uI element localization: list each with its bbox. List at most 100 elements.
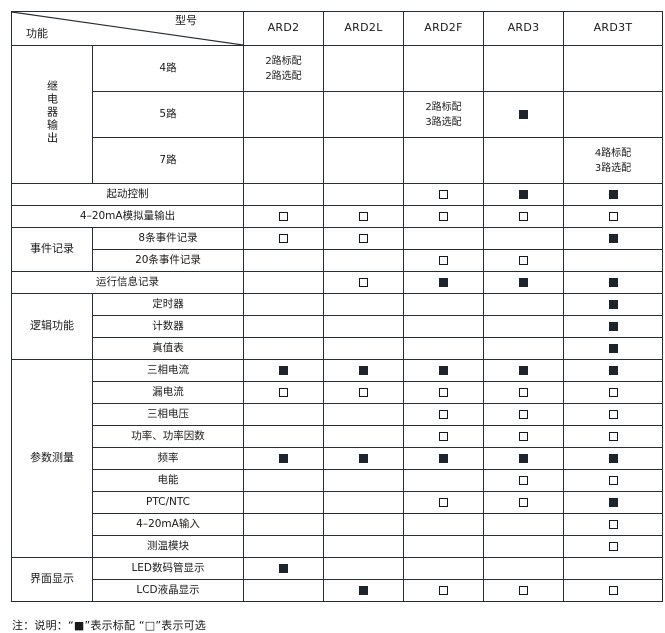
standard-mark-icon [279,453,288,463]
feature-label: 4–20mA输入 [92,513,244,536]
cell-ard2f [403,381,484,404]
cell-ard2f [403,227,484,250]
cell-ard2f [403,425,484,448]
optional-mark-icon [608,541,618,551]
optional-mark-icon [359,233,368,243]
cell-ard2 [243,183,324,206]
table-row: 测温模块 [12,535,663,558]
cell-ard2 [243,425,324,448]
cell-ard2 [243,315,324,338]
table-row: 频率 [12,447,663,470]
table-row: 漏电流 [12,381,663,404]
cell-ard2 [243,249,324,272]
cell-ard3t [563,447,663,470]
column-header-ard3: ARD3 [483,11,564,46]
cell-ard2l [323,469,404,492]
cell-ard2f [403,271,484,294]
column-header-ard3t: ARD3T [563,11,663,46]
cell-ard2l [323,557,404,580]
cell-ard2l [323,137,404,184]
cell-ard2 [243,381,324,404]
cell-ard2l [323,227,404,250]
cell-ard2l [323,293,404,316]
table-row: 逻辑功能 定时器 [11,293,663,360]
optional-mark-icon [439,431,448,441]
cell-ard3t [563,469,663,492]
column-header-ard2f: ARD2F [403,11,484,46]
table-row: 三相电压 [12,403,663,426]
feature-label: 7路 [92,137,244,184]
cell-ard2 [243,227,324,250]
column-header-ard2: ARD2 [243,11,324,46]
group-label: 逻辑功能 [11,293,93,360]
cell-ard2l [323,337,404,360]
feature-label: 计数器 [92,315,244,338]
cell-ard3t [563,337,663,360]
cell-ard3 [483,535,564,558]
table-row: 继电器输出 4路 2路标配 2路选配 [11,45,663,184]
feature-label: 运行信息记录 [11,271,244,294]
cell-ard3t [563,425,663,448]
group-label: 继电器输出 [11,45,93,184]
corner-row-label: 功能 [26,27,48,41]
cell-ard2l [323,249,404,272]
cell-ard3 [483,403,564,426]
cell-ard2l [323,45,404,92]
optional-mark-icon [439,387,448,397]
cell-ard2l [323,381,404,404]
table-row: 运行信息记录 [11,271,663,294]
cell-ard2l [323,491,404,514]
optional-mark-icon [608,431,618,441]
feature-label: 频率 [92,447,244,470]
group-label-text: 继电器输出 [45,79,59,145]
table-row: 7路 4路标配 3路选配 [12,137,663,184]
optional-mark-icon [519,475,528,485]
standard-mark-icon [359,453,368,463]
cell-ard3t [563,293,663,316]
cell-ard2f [403,403,484,426]
cell-ard3 [483,45,564,92]
cell-ard3t [563,491,663,514]
cell-ard3 [483,513,564,536]
standard-mark-icon [608,365,618,375]
corner-diagonal-line [12,12,243,45]
cell-ard2l [323,447,404,470]
table-row: 起动控制 [11,183,663,206]
cell-ard2 [243,535,324,558]
cell-ard2f [403,359,484,382]
cell-text: 2路标配 3路选配 [425,101,462,128]
optional-mark-icon [359,211,368,221]
cell-ard3t [563,45,663,92]
cell-ard3t [563,557,663,580]
optional-mark-icon [279,387,288,397]
optional-mark-icon [519,431,528,441]
table-row: 功率、功率因数 [12,425,663,448]
cell-ard2 [243,403,324,426]
cell-ard3t [563,579,663,602]
table-row: 5路 2路标配 3路选配 [12,91,663,138]
optional-mark-icon [608,211,618,221]
cell-ard2f [403,579,484,602]
optional-mark-icon [519,387,528,397]
cell-ard3 [483,249,564,272]
cell-ard2l [323,535,404,558]
header-corner-cell: 功能 型号 [11,11,244,46]
cell-ard2l [323,271,404,294]
feature-comparison-table: 功能 型号 ARD2 ARD2L ARD2F ARD3 ARD3T 继电器输出 4路 2路标配 2路… [11,11,663,602]
feature-label: 三相电压 [92,403,244,426]
cell-ard3 [483,491,564,514]
table-row: 电能 [12,469,663,492]
cell-ard3 [483,579,564,602]
cell-ard2f [403,535,484,558]
cell-ard2f [403,337,484,360]
cell-ard3t [563,513,663,536]
standard-mark-icon [608,277,618,287]
cell-ard2 [243,359,324,382]
cell-ard2l [323,359,404,382]
standard-mark-icon [608,189,618,199]
cell-ard2f [403,205,484,228]
cell-ard2f [403,45,484,92]
cell-ard2f [403,183,484,206]
standard-mark-icon [519,453,528,463]
feature-label: 漏电流 [92,381,244,404]
